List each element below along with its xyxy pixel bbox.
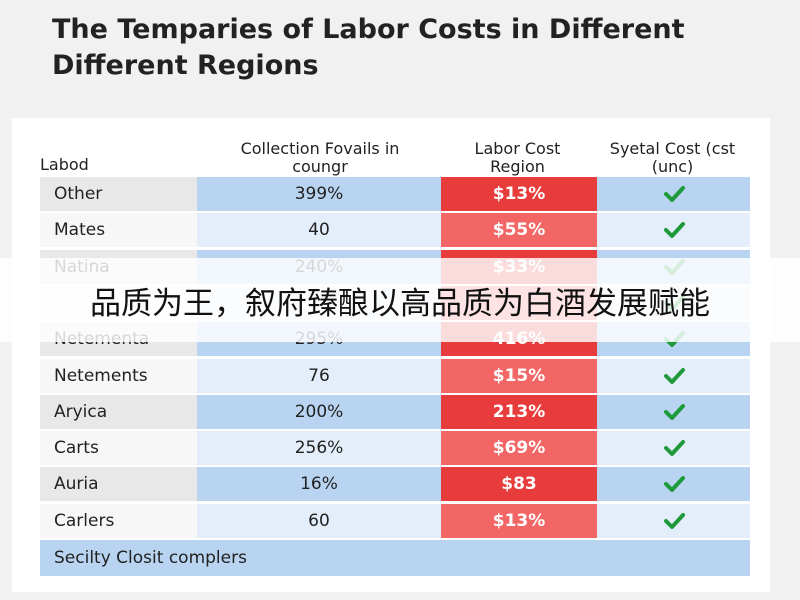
banner: 品质为王，叙府臻酿以高品质为白酒发展赋能	[0, 258, 800, 342]
check-cell	[597, 431, 750, 466]
table-cell: Netements	[40, 358, 197, 393]
table-cell: 40	[197, 213, 441, 248]
title-line: The Temparies of Labor Costs in Differen…	[52, 14, 685, 45]
header-cell: Labor Cost Region	[474, 139, 561, 176]
table-cell: 76	[197, 358, 441, 393]
check-icon	[663, 512, 685, 529]
table-cell: $55%	[441, 213, 597, 248]
table-cell: Aryica	[40, 394, 197, 429]
table-cell: $83	[441, 467, 597, 502]
table-cell: $13%	[441, 177, 597, 211]
check-cell	[597, 467, 750, 502]
table-cell: Other	[40, 177, 197, 211]
check-icon	[663, 367, 685, 384]
check-icon	[663, 440, 685, 457]
table-cell: Mates	[40, 213, 197, 248]
table-cell: $13%	[441, 503, 597, 538]
table-cell: 213%	[441, 394, 597, 429]
header-cell: Collection Fovails in coungr	[240, 139, 400, 176]
table-cell: Carts	[40, 431, 197, 466]
title-line: Different Regions	[52, 50, 319, 81]
check-cell	[597, 177, 750, 211]
table-cell: $69%	[441, 431, 597, 466]
table-cell: Auria	[40, 467, 197, 502]
table-cell: Carlers	[40, 503, 197, 538]
check-cell	[597, 503, 750, 538]
check-cell	[597, 358, 750, 393]
title: The Temparies of Labor Costs in Differen…	[52, 12, 685, 84]
check-icon	[663, 403, 685, 420]
header-cell: Labod	[40, 155, 89, 174]
check-icon	[663, 222, 685, 239]
table-cell: $15%	[441, 358, 597, 393]
table-cell: 399%	[197, 177, 441, 211]
header-cell: Syetal Cost (cst (unc)	[609, 139, 736, 176]
table-footer: Secilty Closit complers	[40, 540, 750, 576]
check-icon	[663, 186, 685, 202]
check-cell	[597, 213, 750, 248]
table-cell: 60	[197, 503, 441, 538]
table-cell: 16%	[197, 467, 441, 502]
check-icon	[663, 476, 685, 493]
table-cell: 200%	[197, 394, 441, 429]
table-cell: 256%	[197, 431, 441, 466]
check-cell	[597, 394, 750, 429]
